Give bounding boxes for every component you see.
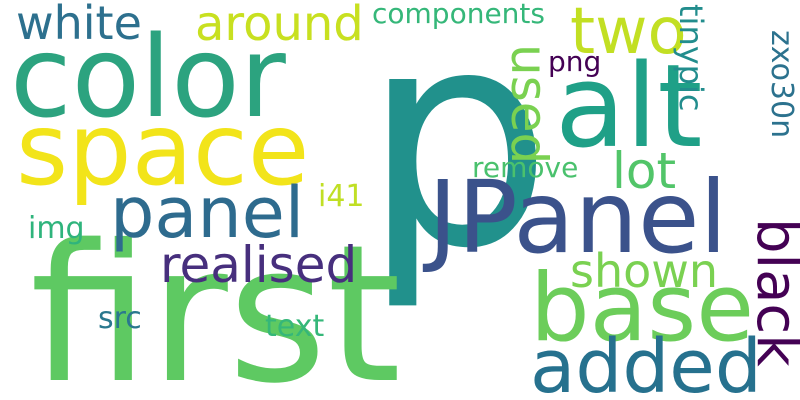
word-tinypic: tinypic [672,4,710,112]
word-lot: lot [612,142,677,200]
word-img: img [28,211,85,246]
word-i41: i41 [318,179,365,214]
word-text: text [265,309,325,344]
word-two: two [570,0,687,69]
word-added: added [530,324,762,400]
word-zxo30n: zxo30n [764,30,799,139]
word-components: components [372,0,545,30]
word-alt: alt [555,40,703,174]
word-black: black [744,218,800,367]
word-remove: remove [472,151,579,184]
word-first: first [30,204,402,400]
word-used: used [500,44,558,165]
word-shown: shown [570,244,719,298]
word-white: white [16,0,142,50]
word-jpanel: JPanel [428,159,728,276]
word-around: around [195,0,364,52]
word-panel: panel [110,172,305,254]
word-png: png [548,45,602,78]
word-base: base [530,254,755,363]
word-space: space [16,91,310,208]
word-src: src [98,301,142,336]
word-p: p [362,0,553,314]
word-color: color [10,13,286,143]
word-realised: realised [160,236,358,294]
